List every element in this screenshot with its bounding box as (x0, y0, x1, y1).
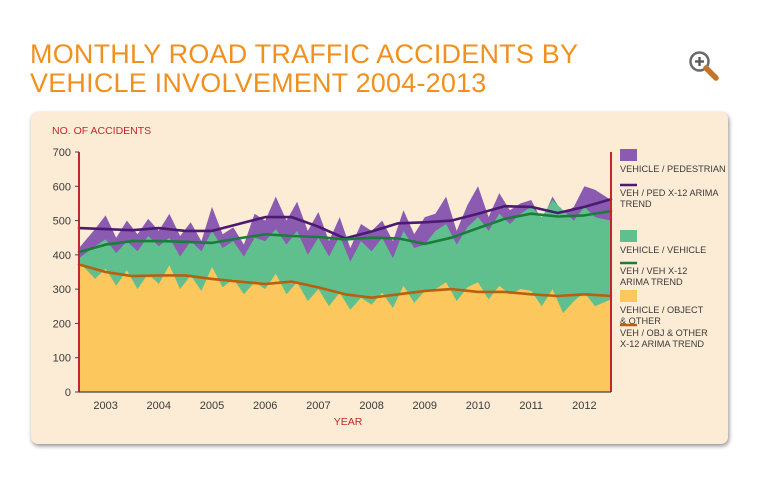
legend-label-3: VEHICLE / VEHICLE (620, 245, 706, 255)
x-tick-label-2005: 2005 (200, 400, 224, 412)
x-tick-label-2010: 2010 (466, 400, 490, 412)
legend-item-2: VEH / PED X-12 ARIMA TREND (620, 183, 719, 209)
chart-svg: NO. OF ACCIDENTS YEAR 0 100 200 300 400 500 60… (52, 125, 726, 428)
chart-panel: NO. OF ACCIDENTS YEAR 0 100 200 300 400 500 60… (31, 112, 728, 444)
legend-item-4: VEH / VEH X-12 ARIMA TREND (620, 261, 687, 287)
trend-line-3 (77, 263, 613, 299)
y-tick-label-600: 600 (53, 181, 71, 193)
legend-item-5: VEHICLE / OBJECT & OTHER (620, 290, 704, 326)
legend-label-6: VEH / OBJ & OTHER X-12 ARIMA TREND (620, 328, 708, 349)
legend-swatch-3 (620, 230, 637, 242)
x-tick-label-2007: 2007 (306, 400, 330, 412)
legend-item-1: VEHICLE / PEDESTRIAN (620, 149, 726, 174)
legend-swatch-1 (620, 149, 637, 161)
chart-title-line-1: MONTHLY ROAD TRAFFIC ACCIDENTS BY (30, 39, 579, 69)
x-tick-label-2004: 2004 (147, 400, 171, 412)
y-tick-label-700: 700 (53, 147, 71, 159)
legend-label-1: VEHICLE / PEDESTRIAN (620, 164, 726, 174)
legend-swatch-5 (620, 290, 637, 302)
y-tick-label-0: 0 (65, 387, 71, 399)
x-tick-label-2012: 2012 (572, 400, 596, 412)
x-tick-label-2003: 2003 (93, 400, 117, 412)
legend-item-6: VEH / OBJ & OTHER X-12 ARIMA TREND (620, 323, 708, 349)
y-tick-label-500: 500 (53, 216, 71, 228)
chart-title-line-2: VEHICLE INVOLVEMENT 2004-2013 (30, 68, 487, 98)
y-axis-title: NO. OF ACCIDENTS (52, 125, 151, 137)
chart-title: MONTHLY ROAD TRAFFIC ACCIDENTS BY VEHICL… (30, 40, 578, 98)
x-tick-label-2011: 2011 (519, 400, 543, 412)
legend-label-2: VEH / PED X-12 ARIMA TREND (620, 188, 719, 209)
x-tick-label-2008: 2008 (359, 400, 383, 412)
legend-item-3: VEHICLE / VEHICLE (620, 230, 706, 255)
y-tick-label-400: 400 (53, 250, 71, 262)
zoom-in-icon[interactable] (687, 49, 721, 83)
area-series-3 (79, 261, 611, 392)
x-axis-title: YEAR (334, 416, 363, 428)
legend-label-4: VEH / VEH X-12 ARIMA TREND (620, 266, 687, 287)
x-tick-label-2009: 2009 (413, 400, 437, 412)
legend-label-5: VEHICLE / OBJECT & OTHER (620, 305, 704, 326)
trend-line-2 (77, 209, 613, 254)
y-tick-label-300: 300 (53, 284, 71, 296)
y-tick-label-200: 200 (53, 318, 71, 330)
x-tick-label-2006: 2006 (253, 400, 277, 412)
y-tick-label-100: 100 (53, 353, 71, 365)
